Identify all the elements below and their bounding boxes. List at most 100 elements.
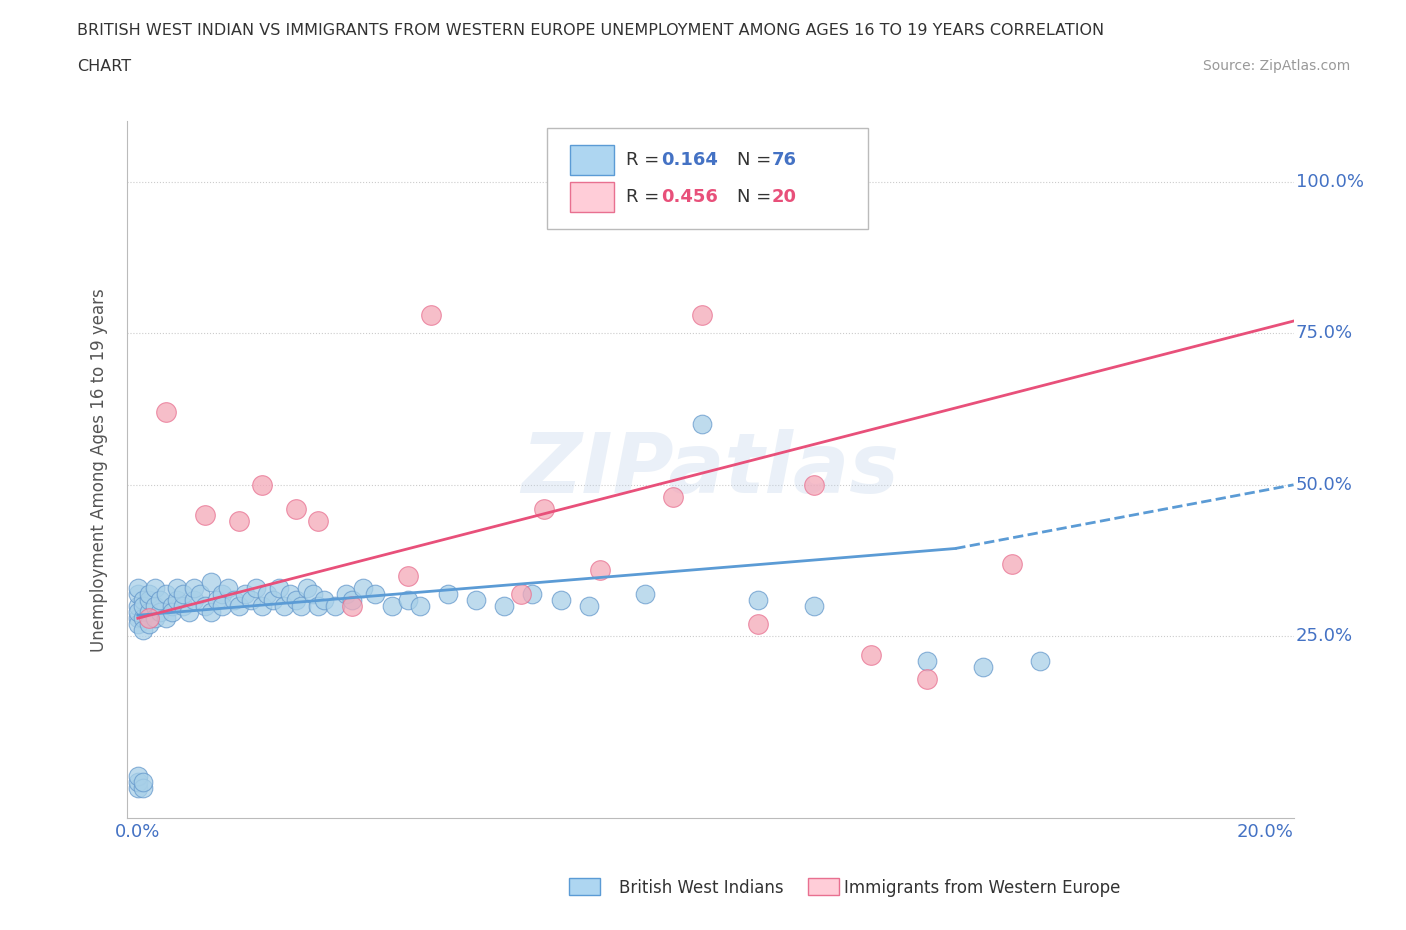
Point bbox=[211, 599, 233, 614]
Point bbox=[183, 580, 205, 595]
Point bbox=[409, 599, 432, 614]
Point bbox=[747, 592, 769, 607]
Point bbox=[634, 587, 657, 602]
Point bbox=[510, 587, 533, 602]
Point bbox=[127, 587, 149, 602]
Text: BRITISH WEST INDIAN VS IMMIGRANTS FROM WESTERN EUROPE UNEMPLOYMENT AMONG AGES 16: BRITISH WEST INDIAN VS IMMIGRANTS FROM W… bbox=[77, 23, 1105, 38]
Point bbox=[194, 599, 217, 614]
Point bbox=[340, 592, 363, 607]
Point bbox=[132, 599, 155, 614]
Point bbox=[522, 587, 544, 602]
Point bbox=[307, 513, 329, 528]
Point bbox=[228, 513, 250, 528]
Text: 75.0%: 75.0% bbox=[1296, 325, 1353, 342]
Point bbox=[420, 308, 443, 323]
Point bbox=[803, 477, 825, 492]
Text: 76: 76 bbox=[772, 151, 797, 169]
Point bbox=[127, 617, 149, 631]
Point bbox=[690, 417, 713, 432]
Point bbox=[290, 599, 312, 614]
Point bbox=[138, 604, 160, 619]
Point bbox=[363, 587, 385, 602]
Text: R =: R = bbox=[626, 188, 659, 206]
Text: 0.164: 0.164 bbox=[661, 151, 718, 169]
Point bbox=[138, 611, 160, 626]
Point bbox=[149, 592, 172, 607]
Point bbox=[250, 599, 273, 614]
Point bbox=[132, 592, 155, 607]
Text: Source: ZipAtlas.com: Source: ZipAtlas.com bbox=[1202, 59, 1350, 73]
Point bbox=[803, 599, 825, 614]
Point bbox=[132, 775, 155, 790]
Point bbox=[127, 580, 149, 595]
Point bbox=[138, 587, 160, 602]
Point bbox=[284, 501, 307, 516]
Point bbox=[132, 780, 155, 795]
Point bbox=[273, 599, 295, 614]
Point bbox=[550, 592, 572, 607]
Point bbox=[295, 580, 318, 595]
Text: 50.0%: 50.0% bbox=[1296, 476, 1353, 494]
Point bbox=[172, 587, 194, 602]
Point bbox=[132, 611, 155, 626]
Text: British West Indians: British West Indians bbox=[619, 879, 783, 897]
Point bbox=[160, 599, 183, 614]
Point bbox=[143, 580, 166, 595]
Point bbox=[335, 587, 357, 602]
Point bbox=[143, 599, 166, 614]
Point bbox=[301, 587, 323, 602]
Point bbox=[323, 599, 346, 614]
Point bbox=[233, 587, 256, 602]
Point bbox=[127, 775, 149, 790]
Point bbox=[222, 592, 245, 607]
Point bbox=[267, 580, 290, 595]
Point bbox=[132, 623, 155, 638]
Point bbox=[859, 647, 882, 662]
Point bbox=[127, 780, 149, 795]
Point bbox=[138, 617, 160, 631]
Point bbox=[149, 604, 172, 619]
Point bbox=[127, 611, 149, 626]
Point bbox=[138, 592, 160, 607]
Text: Immigrants from Western Europe: Immigrants from Western Europe bbox=[844, 879, 1121, 897]
Point bbox=[205, 592, 228, 607]
FancyBboxPatch shape bbox=[547, 128, 868, 229]
Point bbox=[127, 604, 149, 619]
Text: 20: 20 bbox=[772, 188, 797, 206]
Point bbox=[307, 599, 329, 614]
Point bbox=[188, 587, 211, 602]
Point bbox=[127, 599, 149, 614]
Point bbox=[211, 587, 233, 602]
Point bbox=[256, 587, 278, 602]
Point bbox=[239, 592, 262, 607]
Point bbox=[747, 617, 769, 631]
Text: CHART: CHART bbox=[77, 59, 131, 73]
Text: 25.0%: 25.0% bbox=[1296, 628, 1353, 645]
Y-axis label: Unemployment Among Ages 16 to 19 years: Unemployment Among Ages 16 to 19 years bbox=[90, 287, 108, 652]
Text: N =: N = bbox=[737, 188, 770, 206]
Text: ZIPatlas: ZIPatlas bbox=[522, 429, 898, 511]
Point bbox=[177, 604, 200, 619]
Point bbox=[1001, 556, 1024, 571]
Point bbox=[589, 563, 612, 578]
Point bbox=[127, 768, 149, 783]
Point bbox=[160, 604, 183, 619]
Point bbox=[915, 671, 938, 686]
Point bbox=[465, 592, 488, 607]
Point bbox=[494, 599, 516, 614]
Point bbox=[155, 405, 177, 419]
Point bbox=[915, 653, 938, 668]
Point bbox=[262, 592, 284, 607]
Point bbox=[166, 592, 188, 607]
Point bbox=[396, 592, 419, 607]
Point bbox=[380, 599, 402, 614]
Point bbox=[533, 501, 555, 516]
Point bbox=[972, 659, 994, 674]
Point bbox=[352, 580, 374, 595]
Point bbox=[278, 587, 301, 602]
Point bbox=[183, 592, 205, 607]
Text: R =: R = bbox=[626, 151, 659, 169]
Point bbox=[662, 489, 685, 504]
Point bbox=[172, 599, 194, 614]
Point bbox=[228, 599, 250, 614]
